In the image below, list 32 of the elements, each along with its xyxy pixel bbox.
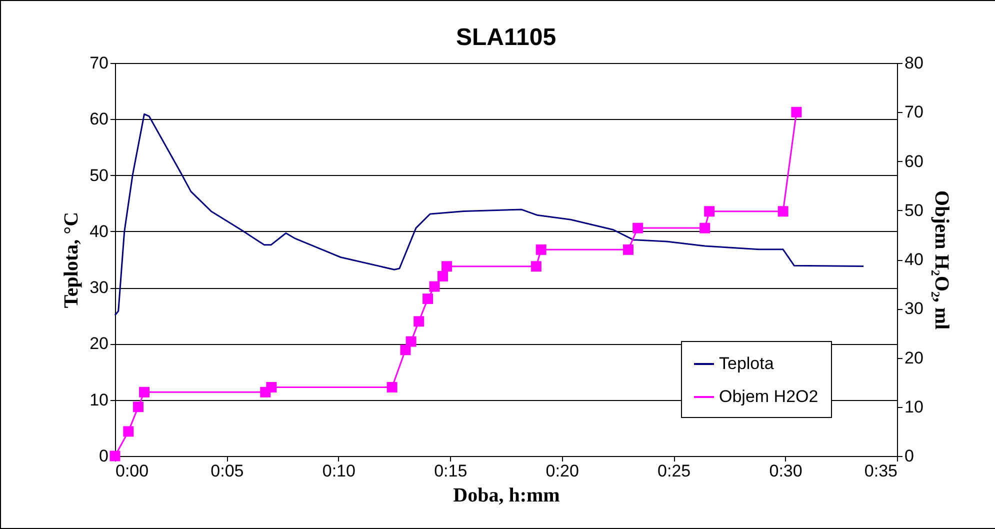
y-axis-title: Teplota, °C — [60, 212, 83, 308]
y2-tick-label: 30 — [904, 299, 924, 318]
y2-axis-title: Objem H₂O₂, ml — [930, 190, 952, 330]
legend-label: Objem H2O2 — [719, 387, 818, 406]
y-tick-label: 20 — [90, 334, 108, 354]
y-tick-label: 60 — [90, 110, 108, 129]
x-tick-label: 0:30 — [769, 462, 802, 480]
chart-title: SLA1105 — [456, 24, 556, 51]
y-tick-label: 0 — [99, 446, 108, 466]
x-axis-title: Doba, h:mm — [453, 484, 560, 506]
x-tick-label: 0:35 — [864, 462, 898, 480]
line-series — [114, 113, 864, 316]
y2-tick-label: 20 — [904, 348, 924, 368]
x-tick-label: 0:25 — [658, 462, 691, 480]
x-tick-label: 0:00 — [116, 462, 149, 480]
x-tick-label: 0:05 — [210, 462, 244, 480]
y2-tick-label: 70 — [904, 102, 924, 122]
y2-tick-label: 0 — [904, 446, 914, 466]
y-tick-label: 50 — [90, 166, 108, 185]
y-tick-label: 30 — [90, 278, 108, 298]
x-tick-label: 0:15 — [434, 462, 468, 480]
x-tick-label: 0:10 — [322, 462, 356, 480]
y-tick-label: 10 — [90, 390, 108, 410]
y2-tick-label: 50 — [904, 200, 924, 220]
y2-tick-label: 40 — [904, 250, 924, 269]
y-tick-label: 70 — [90, 54, 108, 72]
y2-tick-label: 60 — [904, 152, 924, 171]
y2-tick-label: 80 — [904, 54, 924, 72]
legend-label: Teplota — [719, 354, 774, 373]
x-tick-label: 0:20 — [546, 462, 579, 480]
y2-tick-label: 10 — [904, 397, 924, 416]
y-tick-label: 40 — [90, 222, 108, 241]
